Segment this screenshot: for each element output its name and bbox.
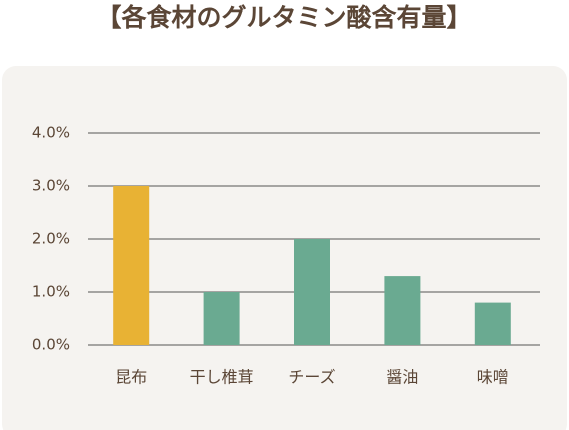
- x-tick-label: 干し椎茸: [190, 368, 254, 387]
- y-tick-label: 3.0%: [32, 177, 70, 195]
- chart-title: 【各食材のグルタミン酸含有量】: [96, 3, 471, 32]
- bar: [474, 302, 511, 345]
- bar: [113, 186, 150, 345]
- y-tick-label: 1.0%: [32, 283, 70, 301]
- x-tick-label: 醤油: [386, 368, 418, 387]
- y-tick-label: 2.0%: [32, 230, 70, 248]
- x-tick-label: 味噌: [477, 368, 509, 387]
- x-tick-label: チーズ: [288, 368, 335, 387]
- bar: [384, 276, 421, 345]
- y-tick-label: 0.0%: [32, 336, 70, 354]
- bar: [294, 239, 330, 345]
- y-tick-label: 4.0%: [32, 124, 70, 142]
- bar: [203, 292, 240, 345]
- x-tick-label: 昆布: [115, 368, 147, 387]
